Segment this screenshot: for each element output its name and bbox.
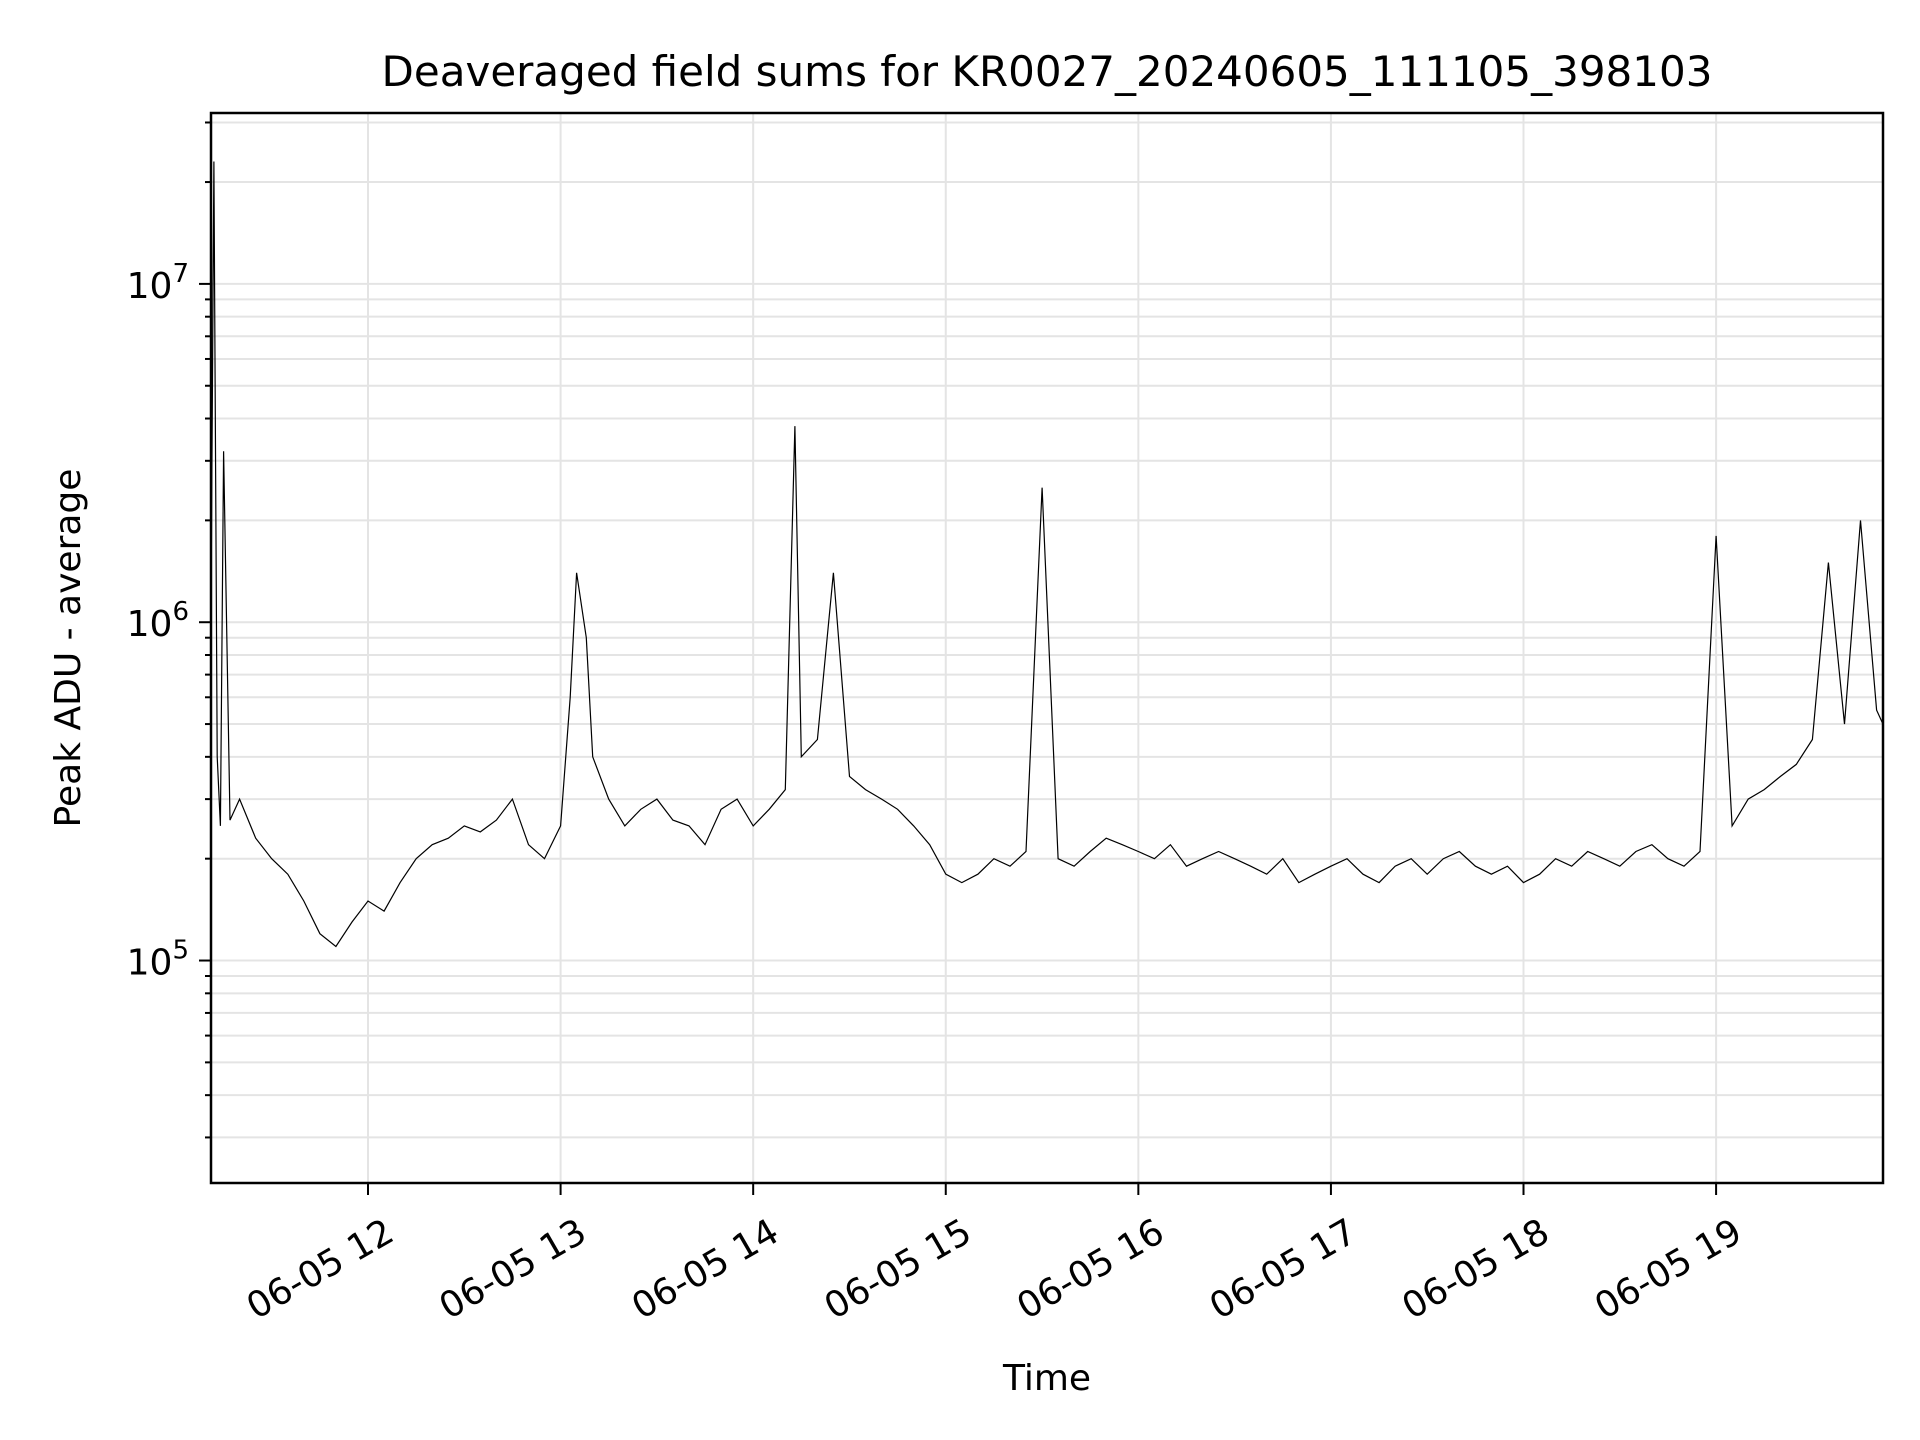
series [210,161,1884,948]
x-tick-label: 06-05 16 [1010,1211,1171,1327]
plot-frame [209,111,1885,1185]
y-axis-label: Peak ADU - average [48,469,89,828]
x-tick-label: 06-05 19 [1588,1211,1749,1327]
x-tick-label: 06-05 18 [1396,1211,1557,1327]
x-tick-label: 06-05 14 [625,1211,786,1327]
x-tick-label: 06-05 13 [433,1211,594,1327]
grid [211,113,1883,1183]
y-tick-label: 105 [127,936,189,984]
y-tick-label: 107 [127,259,189,307]
x-tick-label: 06-05 12 [240,1211,401,1327]
y-tick-label: 106 [127,597,189,645]
x-axis: 06-05 12 06-05 13 06-05 14 06-05 15 06-05 16… [240,1183,1749,1328]
x-tick-label: 06-05 17 [1203,1211,1364,1327]
y-axis: 105 106 107 [127,121,211,1139]
x-tick-label: 06-05 15 [818,1211,979,1327]
series-line [210,161,1884,948]
chart-title: Deaveraged field sums for KR0027_2024060… [382,47,1713,96]
x-axis-label: Time [1002,1358,1091,1399]
